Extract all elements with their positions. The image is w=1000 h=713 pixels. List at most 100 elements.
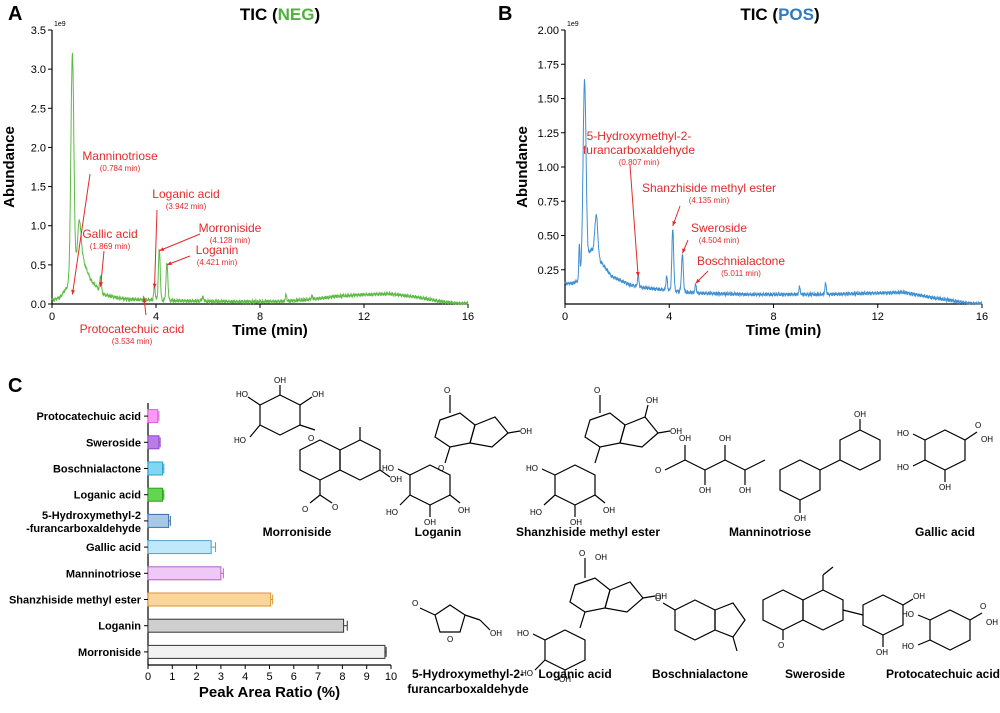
svg-text:OH: OH bbox=[939, 483, 951, 492]
svg-text:O: O bbox=[579, 549, 585, 558]
svg-text:OH: OH bbox=[595, 553, 607, 562]
x-tick-label: 16 bbox=[462, 311, 474, 323]
svg-text:OH: OH bbox=[655, 592, 667, 601]
svg-text:OH: OH bbox=[424, 518, 436, 527]
bar-x-tick-label: 5 bbox=[266, 671, 272, 683]
y-tick-label: 3.0 bbox=[31, 64, 46, 76]
annotation-time: (0.784 min) bbox=[100, 164, 141, 173]
annotation-arrowhead bbox=[695, 278, 701, 284]
structure-name-boschnialactone: Boschnialactone bbox=[652, 667, 748, 681]
svg-text:OH: OH bbox=[274, 376, 286, 385]
bar-x-tick-label: 10 bbox=[385, 671, 397, 683]
bar bbox=[147, 435, 160, 450]
svg-text:OH: OH bbox=[739, 486, 751, 495]
structure-name-sweroside: Sweroside bbox=[785, 667, 845, 681]
chromatogram-neg: 1e9 0.0 0.5 1.0 1.5 2.0 2.5 3.0 3.5 0 4 8 12 16 Time (… bbox=[1, 21, 474, 346]
annotation-time: (4.128 min) bbox=[210, 236, 251, 245]
structure-name-shanzhiside: Shanzhiside methyl ester bbox=[516, 525, 660, 539]
annotation-time: (0.807 min) bbox=[619, 158, 660, 167]
annotation-name: Sweroside bbox=[691, 221, 747, 235]
svg-text:OH: OH bbox=[981, 435, 993, 444]
svg-text:O: O bbox=[438, 464, 444, 473]
annotation-arrowhead bbox=[152, 283, 157, 289]
svg-text:OH: OH bbox=[719, 434, 731, 443]
annotation-arrow bbox=[100, 250, 105, 287]
bar-x-tick-label: 9 bbox=[364, 671, 370, 683]
peak-annotation: Morroniside(4.128 min) bbox=[159, 221, 262, 252]
svg-text:OH: OH bbox=[794, 514, 806, 523]
svg-text:O: O bbox=[975, 421, 981, 430]
svg-text:HO: HO bbox=[517, 629, 529, 638]
svg-text:OH: OH bbox=[603, 506, 615, 515]
bar-x-tick-label: 1 bbox=[169, 671, 175, 683]
annotation-arrow bbox=[159, 233, 201, 252]
x-tick-label: 0 bbox=[562, 311, 568, 323]
bar-category-label: Loganic acid bbox=[74, 490, 141, 502]
bar-x-tick-label: 7 bbox=[315, 671, 321, 683]
peak-annotation: Gallic acid(1.869 min) bbox=[82, 227, 138, 287]
peak-annotation: 5-Hydroxymethyl-2-furancarboxaldehyde(0.… bbox=[583, 129, 695, 277]
svg-text:HO: HO bbox=[386, 508, 398, 517]
y-tick-label: 1.25 bbox=[538, 128, 559, 140]
structures: HO OH OH HO O OH O O Morroniside O OH O … bbox=[234, 376, 1000, 696]
morroniside-structure: HO OH OH HO O OH O O bbox=[234, 376, 402, 514]
svg-text:HO: HO bbox=[526, 464, 538, 473]
svg-text:OH: OH bbox=[312, 390, 324, 399]
peak-annotation: Shanzhiside methyl ester(4.135 min) bbox=[642, 181, 776, 227]
svg-text:O: O bbox=[594, 386, 600, 395]
svg-text:OH: OH bbox=[520, 427, 532, 436]
bar-x-tick-label: 6 bbox=[291, 671, 297, 683]
panel-b-mode: POS bbox=[778, 5, 814, 24]
y-axis-title: Abundance bbox=[514, 126, 531, 208]
annotation-arrowhead bbox=[166, 261, 172, 266]
svg-text:O: O bbox=[778, 641, 784, 650]
svg-text:OH: OH bbox=[646, 396, 658, 405]
x-tick-label: 8 bbox=[257, 311, 263, 323]
svg-text:O: O bbox=[447, 635, 453, 644]
svg-text:O: O bbox=[302, 505, 308, 514]
y-tick-label: 2.00 bbox=[538, 25, 559, 37]
annotation-time: (3.942 min) bbox=[166, 202, 207, 211]
bar-x-tick-label: 8 bbox=[339, 671, 345, 683]
bar bbox=[147, 566, 222, 581]
svg-text:HO: HO bbox=[897, 429, 909, 438]
svg-text:OH: OH bbox=[913, 592, 925, 601]
annotation-time: (1.869 min) bbox=[90, 242, 131, 251]
panel-b-title: TIC (POS) bbox=[740, 5, 819, 24]
svg-text:HO: HO bbox=[902, 642, 914, 651]
annotation-time: (5.011 min) bbox=[721, 269, 761, 278]
svg-text:HO: HO bbox=[530, 508, 542, 517]
annotation-name: Morroniside bbox=[199, 221, 262, 235]
chromatogram-pos: 1e9 0.25 0.50 0.75 1.00 1.25 1.50 1.75 2.00 0 4 8 12… bbox=[514, 21, 988, 339]
y-tick-label: 0.75 bbox=[538, 196, 559, 208]
y-tick-label: 1.0 bbox=[31, 221, 46, 233]
x-axis-title: Time (min) bbox=[232, 322, 308, 339]
svg-text:OH: OH bbox=[699, 486, 711, 495]
bar-category-label-line2: -furancarboxaldehyde bbox=[26, 523, 141, 535]
tic-trace bbox=[51, 52, 469, 306]
peak-annotation: Loganin(4.421 min) bbox=[166, 243, 238, 267]
y-multiplier: 1e9 bbox=[567, 21, 579, 28]
svg-text:O: O bbox=[655, 594, 661, 603]
bar-category-label: Manninotriose bbox=[66, 568, 141, 580]
manninotriose-structure: O OH OH OH OH OH OH bbox=[655, 410, 881, 523]
annotation-name-line2: furancarboxaldehyde bbox=[583, 143, 695, 157]
y-tick-label: 3.5 bbox=[31, 25, 46, 37]
y-tick-label: 1.5 bbox=[31, 182, 46, 194]
peak-annotation: Protocatechuic acid(3.534 min) bbox=[80, 297, 184, 346]
svg-text:OH: OH bbox=[670, 427, 682, 436]
gallic-acid-structure: OOH HO HO OH bbox=[897, 421, 993, 492]
annotation-arrowhead bbox=[672, 220, 677, 226]
svg-text:OH: OH bbox=[390, 475, 402, 484]
structure-name-hmf-2: furancarboxaldehyde bbox=[407, 682, 529, 696]
svg-text:O: O bbox=[655, 466, 661, 475]
panel-a-mode: NEG bbox=[278, 5, 315, 24]
x-tick-label: 4 bbox=[153, 311, 159, 323]
bar-category-label: Morroniside bbox=[78, 647, 141, 659]
y-axis-title: Abundance bbox=[1, 126, 18, 208]
svg-text:OH: OH bbox=[986, 618, 998, 627]
sweroside-structure: O OH OH bbox=[762, 566, 925, 657]
structure-name-loganin: Loganin bbox=[415, 525, 462, 539]
bar-x-axis-title: Peak Area Ratio (%) bbox=[199, 684, 340, 701]
annotation-arrowhead bbox=[159, 247, 165, 251]
